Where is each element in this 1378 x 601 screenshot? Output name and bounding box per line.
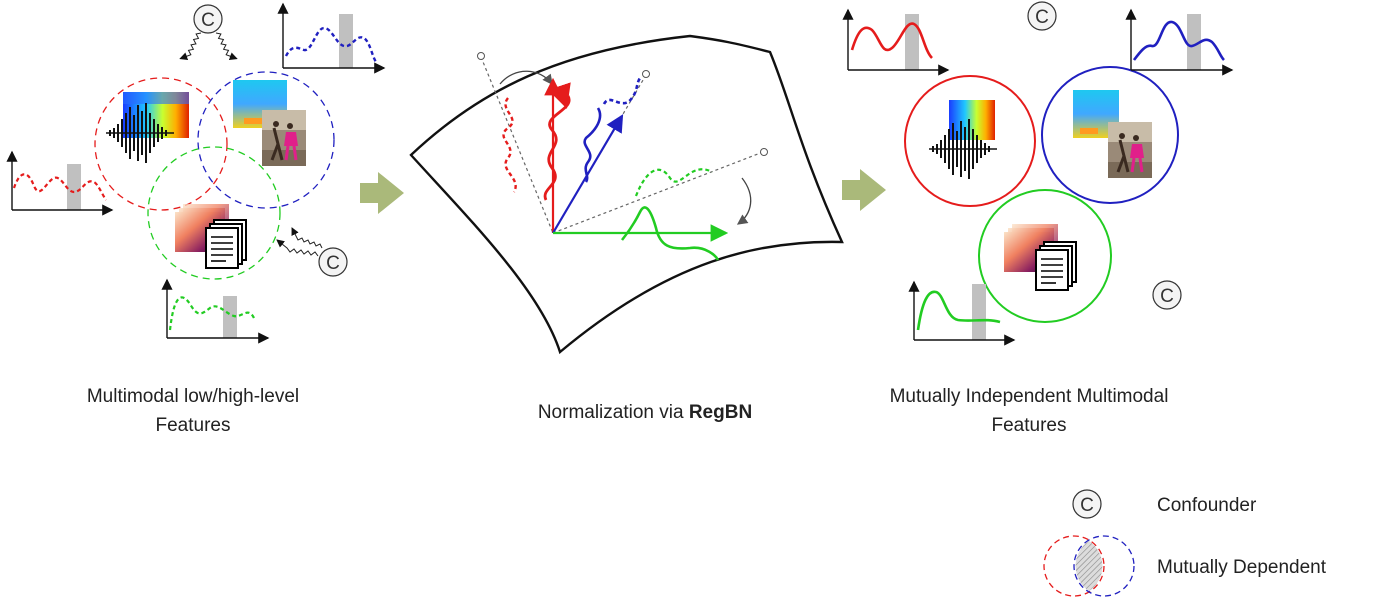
video-dashed-circle xyxy=(197,71,335,209)
legend-confounder-symbol: C xyxy=(1080,495,1094,516)
video-dancer-icon xyxy=(1106,120,1154,180)
confounder-top-left: C xyxy=(193,4,223,34)
manifold-surface xyxy=(409,34,844,355)
middle-caption: Normalization via RegBN xyxy=(538,402,752,423)
video-solid-circle xyxy=(1041,66,1179,204)
text-dashed-circle xyxy=(147,146,281,280)
right-panel: C C Mutually Independent Multimodal Feat… xyxy=(842,1,1234,436)
legend-dependent-label: Mutually Dependent xyxy=(1157,557,1327,578)
confounder-link xyxy=(179,32,202,60)
video-dancer-icon xyxy=(260,108,308,168)
text-distribution-chart xyxy=(161,278,270,344)
confounder-link xyxy=(291,227,323,249)
video-distribution-chart xyxy=(1125,8,1234,76)
confounder-bottom-right: C xyxy=(1152,280,1182,310)
confounder-symbol: C xyxy=(326,253,340,274)
right-arrow-icon xyxy=(842,169,886,211)
left-caption-line2: Features xyxy=(156,415,231,436)
text-document-icon xyxy=(1035,241,1077,291)
confounder-bottom-left: C xyxy=(318,247,348,277)
right-arrow-icon xyxy=(360,172,404,214)
legend-confounder-label: Confounder xyxy=(1157,495,1257,516)
confounder-symbol: C xyxy=(201,10,215,31)
confounder-link xyxy=(276,239,319,257)
audio-distribution-chart xyxy=(6,150,114,216)
audio-dashed-circle xyxy=(94,77,228,211)
legend-confounder: C Confounder xyxy=(1072,489,1257,519)
confounder-symbol: C xyxy=(1160,286,1174,307)
confounder-top-right: C xyxy=(1027,1,1057,31)
audio-solid-circle xyxy=(904,75,1036,207)
middle-caption-method: RegBN xyxy=(689,402,752,423)
legend-mutually-dependent: Mutually Dependent xyxy=(1043,535,1327,597)
legend: C Confounder Mutually Dependent xyxy=(1043,489,1327,597)
right-caption-line1: Mutually Independent Multimodal xyxy=(890,386,1169,407)
confounder-symbol: C xyxy=(1035,7,1049,28)
left-panel: C C Multimodal low/high-le xyxy=(6,2,386,436)
audio-distribution-chart xyxy=(842,8,950,76)
middle-panel: Normalization via RegBN xyxy=(409,34,844,423)
text-document-icon xyxy=(205,219,247,269)
middle-caption-prefix: Normalization via xyxy=(538,402,689,423)
confounder-link xyxy=(215,32,238,60)
video-distribution-chart xyxy=(277,2,386,74)
text-distribution-chart xyxy=(908,280,1016,346)
text-solid-circle xyxy=(978,189,1112,323)
right-caption-line2: Features xyxy=(992,415,1067,436)
left-caption-line1: Multimodal low/high-level xyxy=(87,386,299,407)
